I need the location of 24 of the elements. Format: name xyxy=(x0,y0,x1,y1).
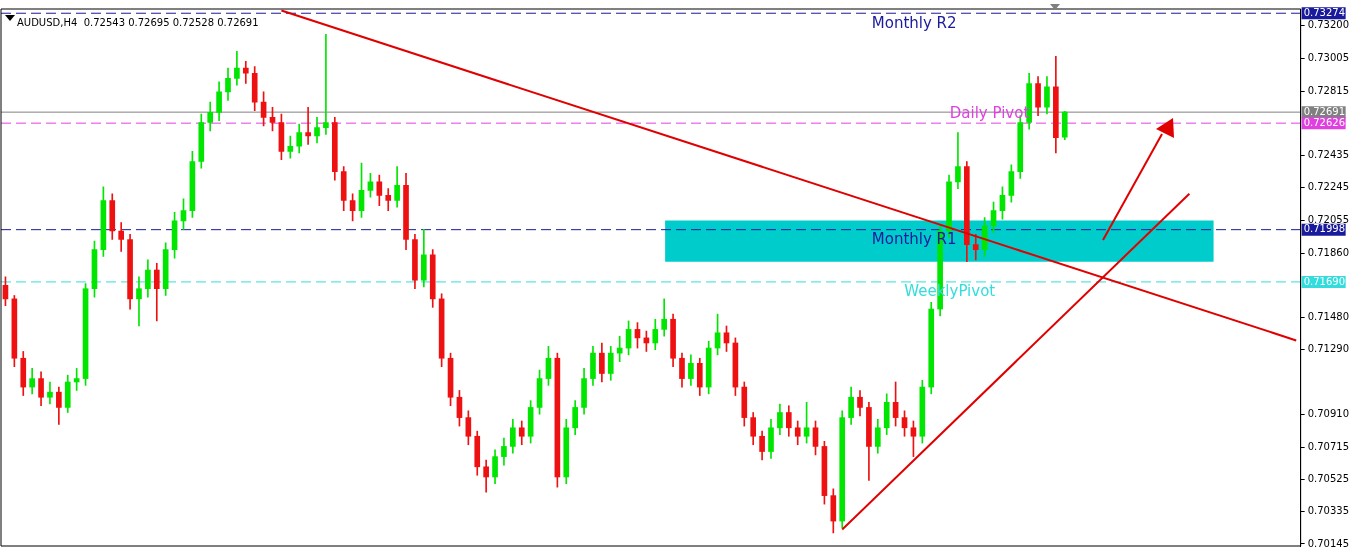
y-tick-label: 0.72815 xyxy=(1307,84,1350,96)
y-tick-label: 0.73005 xyxy=(1307,52,1350,64)
text: 0.72626 xyxy=(1303,116,1346,128)
text: 0.72691 xyxy=(1303,105,1346,117)
y-tick-label: 0.70145 xyxy=(1307,537,1350,549)
y-tick-label: 0.71480 xyxy=(1307,311,1350,323)
y-tick-label: 0.72055 xyxy=(1307,213,1350,225)
y-tick-label: 0.70715 xyxy=(1307,440,1350,452)
y-tick-label: 0.70910 xyxy=(1307,407,1350,419)
candlestick xyxy=(323,33,329,135)
y-tick-label: 0.72245 xyxy=(1307,181,1350,193)
y-tick-label: 0.70525 xyxy=(1307,473,1350,485)
text: 0.73274 xyxy=(1303,6,1346,18)
y-tick-label: 0.73200 xyxy=(1307,19,1350,31)
text: AUDUSD,H4 0.72543 0.72695 0.72528 0.72691 xyxy=(17,16,259,28)
y-tick-label: 0.71860 xyxy=(1307,246,1350,258)
candlestick xyxy=(305,106,311,145)
y-tick-label: 0.72435 xyxy=(1307,149,1350,161)
text: 0.71690 xyxy=(1303,275,1346,287)
candlestick xyxy=(136,276,142,327)
text: 0.71998 xyxy=(1303,223,1346,235)
y-tick-label: 0.71290 xyxy=(1307,343,1350,355)
ref-line-label: Monthly R2 xyxy=(871,13,957,32)
y-tick-label: 0.70335 xyxy=(1307,505,1350,517)
